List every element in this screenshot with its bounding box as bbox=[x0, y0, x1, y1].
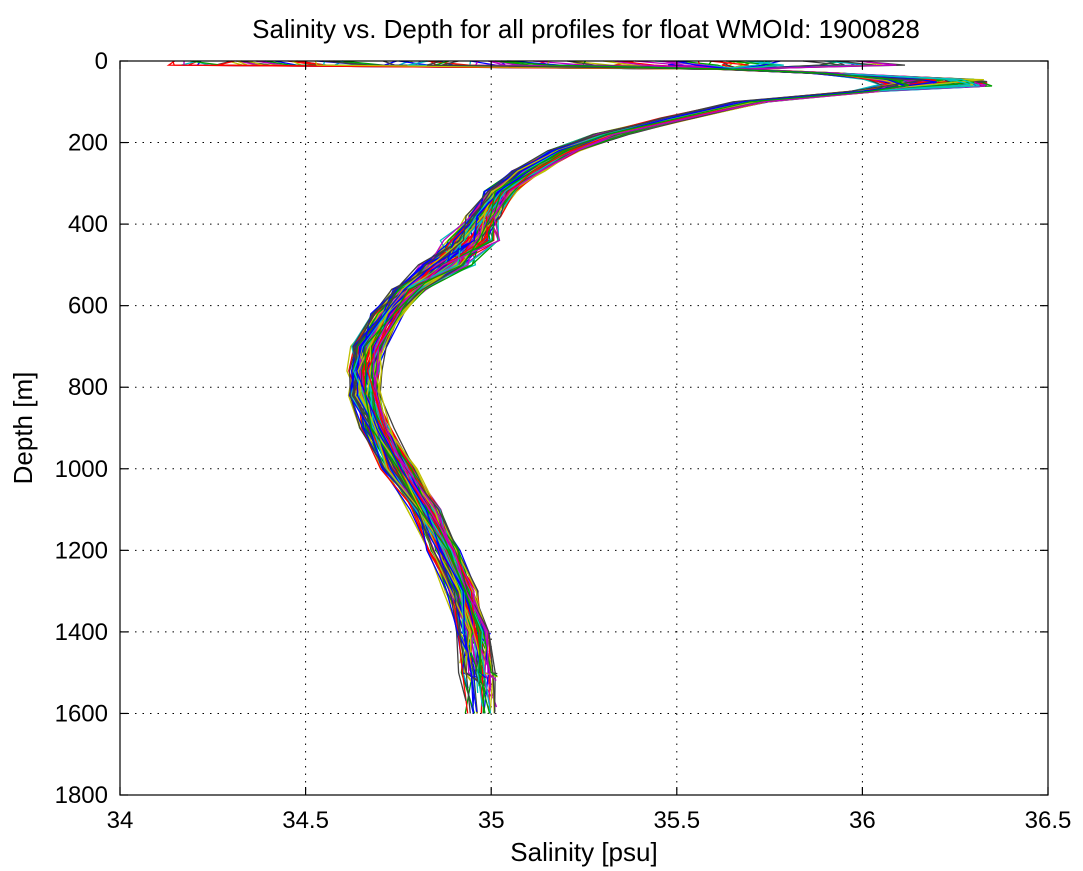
profile-line-39 bbox=[361, 60, 889, 707]
profile-line-96 bbox=[314, 60, 898, 683]
y-tick-label: 1400 bbox=[55, 619, 108, 646]
y-tick-label: 600 bbox=[68, 293, 108, 320]
profile-line-25 bbox=[235, 60, 953, 708]
profile-line-52 bbox=[350, 60, 966, 705]
profile-line-76 bbox=[322, 60, 910, 683]
profile-line-93 bbox=[217, 60, 891, 651]
y-tick-label: 1600 bbox=[55, 700, 108, 727]
x-tick-label: 36.5 bbox=[1025, 807, 1072, 834]
profile-line-50 bbox=[353, 60, 900, 658]
profile-line-67 bbox=[183, 60, 986, 699]
profile-line-33 bbox=[346, 60, 940, 664]
profile-line-10 bbox=[352, 60, 885, 689]
profile-lines bbox=[166, 60, 993, 714]
y-tick-label: 800 bbox=[68, 374, 108, 401]
chart-title: Salinity vs. Depth for all profiles for … bbox=[252, 14, 920, 44]
profile-line-91 bbox=[356, 60, 937, 712]
x-tick-label: 35 bbox=[478, 807, 505, 834]
profile-line-98 bbox=[356, 60, 906, 714]
profile-line-34 bbox=[241, 60, 922, 675]
x-tick-label: 34.5 bbox=[282, 807, 329, 834]
profile-line-14 bbox=[375, 60, 981, 635]
x-tick-label: 35.5 bbox=[653, 807, 700, 834]
plot-frame bbox=[119, 60, 1049, 796]
profile-line-45 bbox=[180, 60, 907, 660]
x-axis-label: Salinity [psu] bbox=[510, 837, 657, 867]
profile-line-29 bbox=[359, 60, 939, 695]
grid-lines bbox=[120, 61, 1048, 795]
y-tick-label: 1800 bbox=[55, 782, 108, 809]
y-axis-ticks: 0 200 400 600 800 1000 1200 1400 1600 1800 bbox=[55, 48, 1048, 809]
profile-line-97 bbox=[349, 60, 925, 714]
profile-line-99 bbox=[364, 60, 909, 687]
y-tick-label: 400 bbox=[68, 211, 108, 238]
profile-line-3 bbox=[328, 60, 952, 646]
profile-line-59 bbox=[322, 60, 966, 641]
profile-line-75 bbox=[247, 60, 906, 714]
y-tick-label: 1000 bbox=[55, 456, 108, 483]
y-axis-label: Depth [m] bbox=[8, 372, 38, 485]
x-tick-label: 36 bbox=[849, 807, 876, 834]
profile-line-13 bbox=[215, 60, 953, 714]
profile-line-58 bbox=[297, 60, 937, 672]
profile-line-55 bbox=[352, 60, 984, 701]
profile-line-19 bbox=[351, 60, 914, 640]
profile-line-42 bbox=[316, 60, 904, 635]
x-axis-ticks: 34 34.5 35 35.5 36 36.5 bbox=[107, 61, 1072, 834]
y-tick-label: 0 bbox=[95, 48, 108, 75]
profile-line-79 bbox=[362, 60, 923, 714]
profile-line-80 bbox=[366, 60, 906, 714]
y-tick-label: 200 bbox=[68, 130, 108, 157]
profile-line-4 bbox=[367, 60, 988, 637]
profile-line-24 bbox=[334, 60, 885, 658]
y-tick-label: 1200 bbox=[55, 537, 108, 564]
profile-line-20 bbox=[296, 60, 942, 642]
x-tick-label: 34 bbox=[107, 807, 134, 834]
profile-line-83 bbox=[368, 60, 889, 712]
profile-line-26 bbox=[228, 60, 931, 685]
profile-line-63 bbox=[349, 60, 894, 657]
profile-line-49 bbox=[365, 60, 935, 714]
